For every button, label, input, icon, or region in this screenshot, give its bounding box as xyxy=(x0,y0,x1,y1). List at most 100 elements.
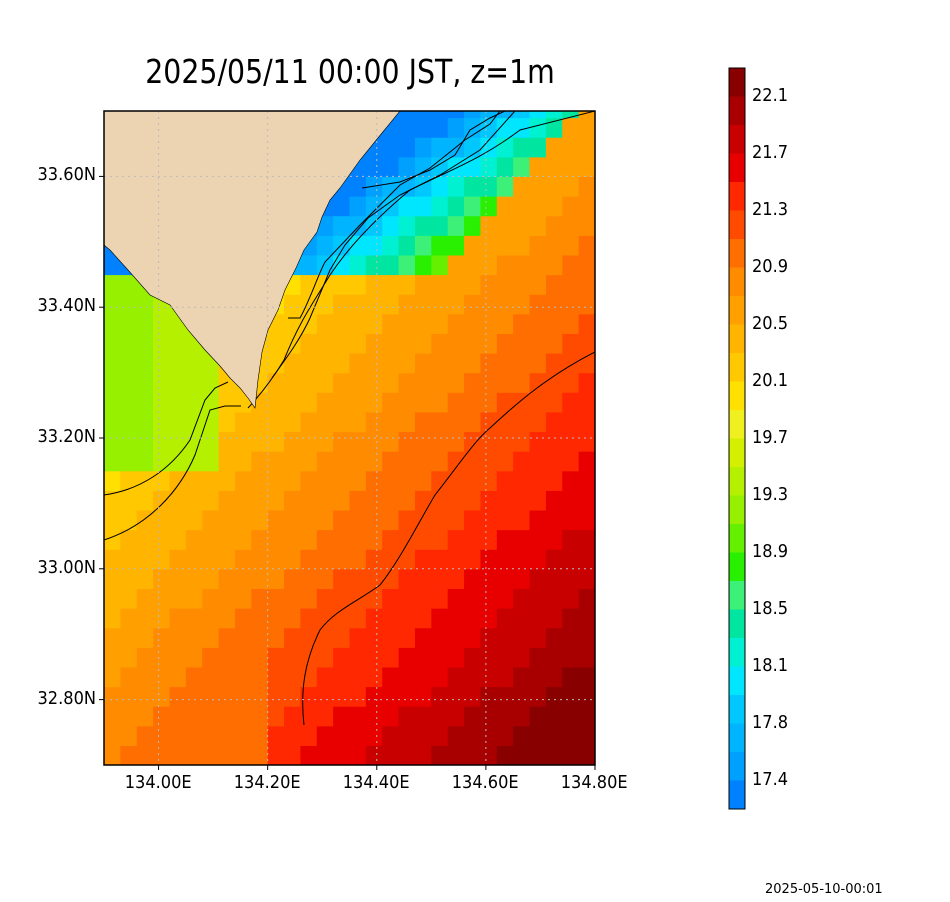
sst-cell xyxy=(104,274,121,295)
colorbar-segment xyxy=(729,96,745,126)
sst-cell xyxy=(333,451,351,472)
sst-cell xyxy=(120,686,138,707)
sst-cell xyxy=(513,117,531,138)
sst-cell xyxy=(153,549,171,570)
sst-cell xyxy=(218,588,236,609)
sst-cell xyxy=(365,549,383,570)
sst-cell xyxy=(136,470,154,491)
sst-cell xyxy=(169,647,187,668)
sst-cell xyxy=(349,333,367,354)
sst-cell xyxy=(104,608,121,629)
sst-cell xyxy=(349,411,367,433)
sst-cell xyxy=(153,568,171,590)
sst-cell xyxy=(398,392,416,413)
sst-cell xyxy=(529,686,547,707)
sst-cell xyxy=(414,372,432,393)
sst-cell xyxy=(349,490,367,511)
sst-cell xyxy=(578,274,595,295)
sst-cell xyxy=(529,411,547,433)
sst-cell xyxy=(202,372,220,393)
sst-cell xyxy=(104,666,121,688)
sst-cell xyxy=(365,431,383,452)
sst-cell xyxy=(251,451,269,472)
sst-cell xyxy=(234,470,252,491)
sst-cell xyxy=(480,686,498,707)
sst-cell xyxy=(414,313,432,334)
sst-cell xyxy=(414,215,432,236)
sst-cell xyxy=(480,608,498,629)
sst-cell xyxy=(562,490,580,511)
sst-cell xyxy=(562,392,580,413)
sst-cell xyxy=(136,706,154,727)
sst-cell xyxy=(365,372,383,393)
sst-cell xyxy=(153,392,171,413)
sst-cell xyxy=(120,411,138,433)
sst-cell xyxy=(104,549,121,570)
isotherm-contours xyxy=(104,111,595,726)
sst-cell xyxy=(447,608,465,629)
sst-cell xyxy=(365,647,383,668)
sst-cell xyxy=(480,372,498,393)
sst-cell xyxy=(513,411,531,433)
sst-cell xyxy=(562,627,580,648)
colorbar-segment xyxy=(729,467,745,496)
sst-cell xyxy=(284,490,301,511)
sst-cell xyxy=(365,490,383,511)
sst-cell xyxy=(333,490,351,511)
sst-cell xyxy=(136,529,154,550)
sst-cell xyxy=(300,666,318,688)
sst-cell xyxy=(104,352,121,374)
sst-cell xyxy=(562,431,580,452)
sst-cell xyxy=(398,627,416,648)
sst-cell xyxy=(545,137,563,158)
sst-cell xyxy=(169,392,187,413)
sst-cell xyxy=(365,294,383,315)
sst-cell xyxy=(578,470,595,491)
sst-cell xyxy=(513,470,531,491)
sst-cell xyxy=(300,352,318,374)
sst-cell xyxy=(464,196,482,217)
sst-cell xyxy=(496,568,514,590)
sst-cell xyxy=(251,549,269,570)
sst-cell xyxy=(316,431,334,452)
sst-cell xyxy=(365,706,383,727)
sst-cell xyxy=(431,411,449,433)
sst-cell xyxy=(496,745,514,765)
sst-cell xyxy=(251,686,269,707)
sst-cell xyxy=(431,588,449,609)
sst-cell xyxy=(136,745,154,765)
sst-cell xyxy=(136,333,154,354)
map-title: 2025/05/11 00:00 JST, z=1m xyxy=(145,52,555,91)
sst-cell xyxy=(349,176,367,197)
sst-cell xyxy=(562,666,580,688)
sst-cell xyxy=(316,666,334,688)
sst-cell xyxy=(562,745,580,765)
sst-cell xyxy=(169,706,187,727)
sst-cell xyxy=(447,333,465,354)
sst-cell xyxy=(496,686,514,707)
sst-cell xyxy=(218,627,236,648)
sst-cell xyxy=(578,490,595,511)
sst-cell xyxy=(496,111,514,119)
sst-cell xyxy=(480,411,498,433)
sst-cell xyxy=(136,352,154,374)
sst-cell xyxy=(365,254,383,276)
sst-cell xyxy=(202,529,220,550)
sst-cell xyxy=(153,352,171,374)
sst-cell xyxy=(545,608,563,629)
colorbar-segment xyxy=(729,182,745,211)
sst-cell xyxy=(316,372,334,393)
sst-cell xyxy=(316,706,334,727)
sst-cell xyxy=(513,111,531,119)
sst-cell xyxy=(267,745,285,765)
sst-cell xyxy=(104,627,121,648)
sst-cell xyxy=(513,568,531,590)
sst-cell xyxy=(545,470,563,491)
colorbar-segment xyxy=(729,609,745,639)
sst-cell xyxy=(529,352,547,374)
sst-cell xyxy=(120,647,138,668)
sst-cell xyxy=(447,666,465,688)
colorbar-tick-label: 17.4 xyxy=(752,768,789,790)
sst-cell xyxy=(529,627,547,648)
sst-cell xyxy=(513,196,531,217)
